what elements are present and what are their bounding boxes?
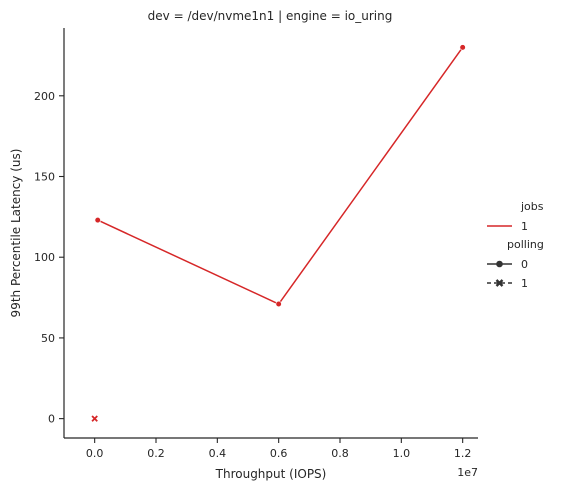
x-tick-label: 0.8 — [331, 447, 349, 460]
legend-hue-title: jobs — [520, 200, 544, 213]
x-offset-label: 1e7 — [457, 466, 478, 479]
series-line — [98, 47, 463, 304]
x-tick-label: 0.4 — [209, 447, 227, 460]
plot-area: 0.0 0.2 0.4 0.6 0.8 1.0 1.2 0 50 100 150 200 — [34, 28, 478, 460]
y-tick-label: 50 — [41, 332, 55, 345]
y-tick-label: 150 — [34, 171, 55, 184]
data-point — [276, 301, 282, 307]
legend-hue-label: 1 — [521, 220, 528, 233]
series-polling-0 — [95, 45, 466, 307]
series-layer — [92, 45, 465, 422]
x-ticks: 0.0 0.2 0.4 0.6 0.8 1.0 1.2 — [86, 438, 472, 460]
data-point — [92, 416, 97, 421]
x-tick-label: 0.0 — [86, 447, 104, 460]
data-point — [460, 45, 466, 51]
y-tick-label: 100 — [34, 251, 55, 264]
y-tick-label: 0 — [48, 413, 55, 426]
x-tick-label: 1.0 — [393, 447, 411, 460]
y-axis-label: 99th Percentile Latency (us) — [9, 149, 23, 318]
legend: jobs 1 polling 0 1 — [487, 200, 544, 290]
y-tick-label: 200 — [34, 90, 55, 103]
data-point — [95, 217, 101, 223]
legend-style-title: polling — [507, 238, 544, 251]
legend-style-label-1: 1 — [521, 277, 528, 290]
legend-circle-marker-icon — [496, 261, 503, 268]
x-tick-label: 0.2 — [147, 447, 165, 460]
x-axis-label: Throughput (IOPS) — [215, 467, 327, 481]
x-tick-label: 0.6 — [270, 447, 288, 460]
legend-style-label-0: 0 — [521, 258, 528, 271]
chart-title: dev = /dev/nvme1n1 | engine = io_uring — [148, 9, 393, 23]
y-ticks: 0 50 100 150 200 — [34, 90, 64, 426]
x-tick-label: 1.2 — [454, 447, 472, 460]
series-polling-1 — [92, 416, 97, 421]
